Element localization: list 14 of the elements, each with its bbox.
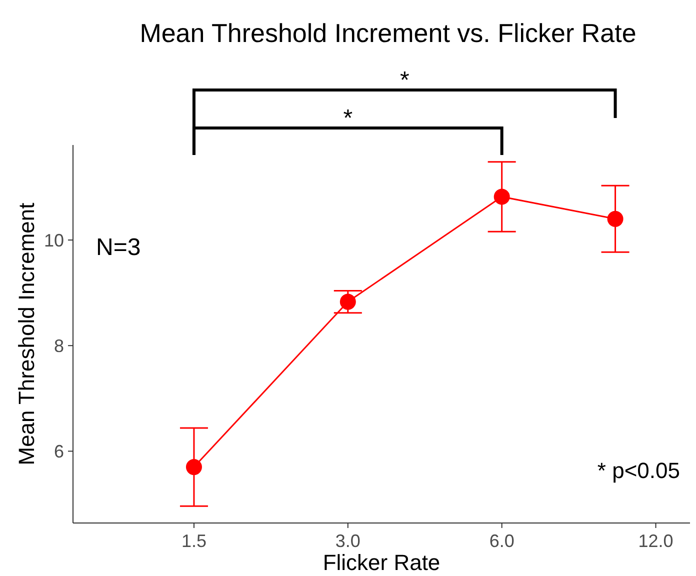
y-tick-label: 6 — [54, 442, 64, 462]
x-axis-title: Flicker Rate — [322, 550, 440, 575]
y-axis-title: Mean Threshold Increment — [14, 202, 39, 466]
x-tick-label: 6.0 — [489, 531, 514, 551]
y-tick-label: 8 — [54, 336, 64, 356]
annotation: N=3 — [96, 234, 141, 261]
text: * — [400, 67, 410, 94]
annotation: * p<0.05 — [597, 458, 680, 483]
chart-title: Mean Threshold Increment vs. Flicker Rate — [140, 18, 636, 48]
x-tick-label: 1.5 — [181, 531, 206, 551]
x-tick-label: 12.0 — [638, 531, 674, 551]
y-tick-label: 10 — [44, 230, 64, 250]
x-tick-label: 3.0 — [335, 531, 360, 551]
text: * — [343, 105, 353, 132]
